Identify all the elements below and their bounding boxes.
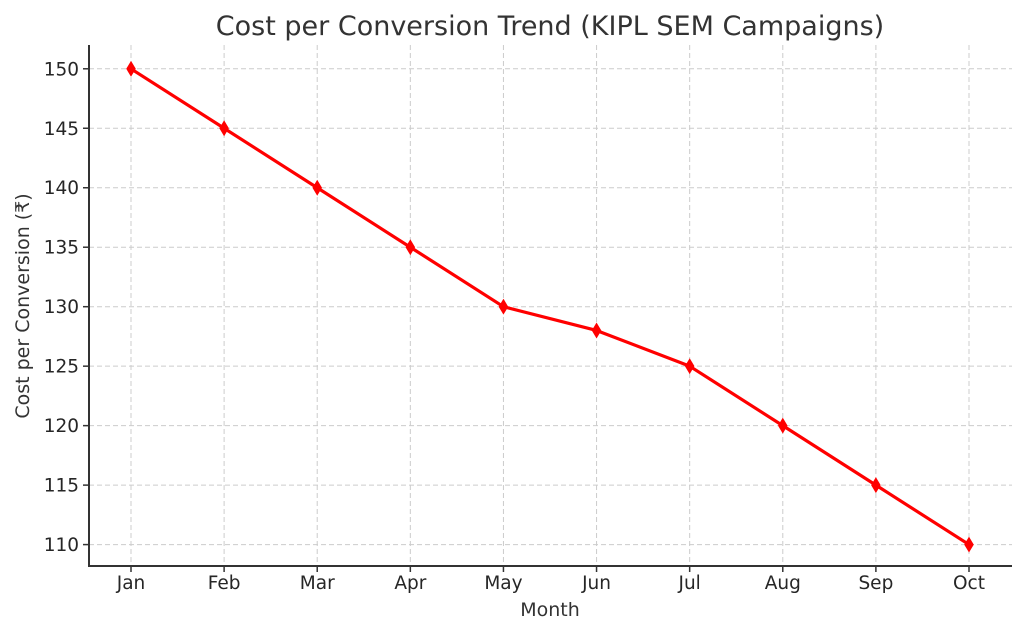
series-line: [129, 67, 971, 547]
data-point-marker: [777, 417, 788, 434]
x-axis-ticks: Jan Feb Mar Apr May Jun Jul Aug Sep Oct: [116, 566, 985, 594]
y-axis-label: Cost per Conversion (₹): [12, 193, 34, 418]
y-axis-ticks: 110 115 120 125 130 135 140 145 150: [44, 59, 89, 556]
data-point-marker: [498, 298, 509, 315]
data-point-marker: [964, 536, 974, 553]
data-point-marker: [219, 120, 229, 137]
x-tick-label: Feb: [208, 573, 241, 594]
data-point-marker: [312, 179, 323, 196]
x-axis-label: Month: [520, 599, 580, 621]
y-tick-label: 135: [44, 238, 79, 259]
series-layer: [126, 60, 974, 553]
chart-title: Cost per Conversion Trend (KIPL SEM Camp…: [216, 11, 884, 42]
y-tick-label: 145: [44, 119, 79, 140]
y-tick-label: 110: [44, 535, 79, 556]
x-tick-label: Sep: [858, 573, 893, 594]
x-tick-label: Apr: [394, 573, 426, 594]
data-point-marker: [591, 322, 602, 339]
x-tick-label: Jun: [581, 573, 611, 594]
y-tick-label: 115: [44, 476, 79, 497]
y-gridlines: [89, 68, 1012, 546]
y-tick-label: 120: [44, 416, 79, 437]
x-tick-label: May: [484, 573, 522, 594]
x-tick-label: Jul: [678, 573, 701, 594]
x-tick-label: Mar: [300, 573, 335, 594]
data-point-marker: [126, 60, 136, 77]
x-gridlines: [130, 45, 970, 566]
y-tick-label: 150: [44, 59, 79, 80]
data-point-marker: [684, 358, 695, 375]
x-tick-label: Aug: [765, 573, 801, 594]
data-point-marker: [871, 477, 881, 494]
y-tick-label: 140: [44, 178, 79, 199]
x-tick-label: Oct: [953, 573, 985, 594]
x-tick-label: Jan: [116, 573, 146, 594]
y-tick-label: 125: [44, 357, 79, 378]
data-point-marker: [405, 239, 416, 256]
y-tick-label: 130: [44, 297, 79, 318]
